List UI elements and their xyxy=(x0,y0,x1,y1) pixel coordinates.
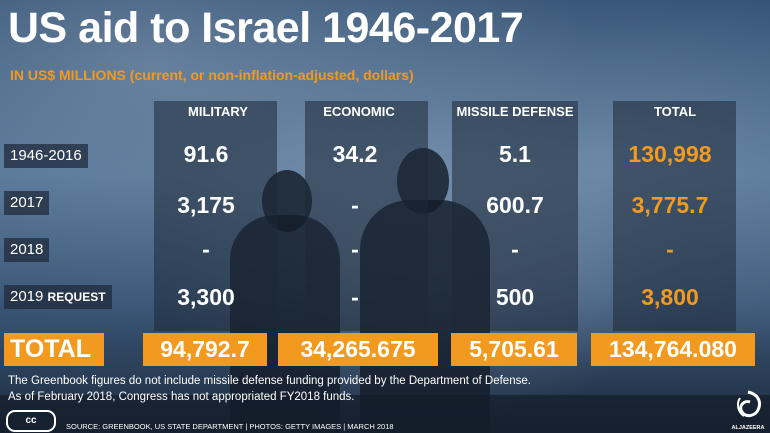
row-label-text: 2018 xyxy=(10,241,44,258)
cell-2018-economic: - xyxy=(351,236,359,262)
cell-1946-2016-economic: 34.2 xyxy=(332,141,378,167)
page-subtitle: IN US$ MILLIONS (current, or non-inflati… xyxy=(10,67,414,83)
total-missile-defense: 5,705.61 xyxy=(451,333,577,366)
creative-commons-icon: cc xyxy=(6,410,56,432)
footnote-line-1: The Greenbook figures do not include mis… xyxy=(8,375,531,387)
row-label-2017: 2017 xyxy=(4,191,50,215)
total-label: TOTAL xyxy=(4,333,104,366)
cell-1946-2016-military: 91.6 xyxy=(183,141,229,167)
column-panel-economic xyxy=(305,101,428,331)
cell-2018-missile-defense: - xyxy=(511,236,519,262)
cell-2017-total: 3,775.7 xyxy=(631,192,709,218)
column-panel-military xyxy=(154,101,277,331)
total-military: 94,792.7 xyxy=(143,333,267,366)
logo-wordmark: ALJAZEERA xyxy=(731,425,764,431)
cell-2019-military: 3,300 xyxy=(177,284,235,310)
row-label-suffix: REQUEST xyxy=(47,290,106,304)
cell-2017-military: 3,175 xyxy=(177,192,235,218)
crowd-silhouette xyxy=(0,395,770,433)
row-label-2019-request: 2019 REQUEST xyxy=(4,285,112,309)
row-label-2018: 2018 xyxy=(4,238,50,262)
cell-2019-missile-defense: 500 xyxy=(495,284,535,310)
column-panel-missile-defense xyxy=(452,101,578,331)
al-jazeera-logo-icon: ALJAZEERA xyxy=(731,390,765,431)
column-header-total: TOTAL xyxy=(653,104,697,119)
cell-2017-missile-defense: 600.7 xyxy=(486,192,544,218)
footnote-line-2: As of February 2018, Congress has not ap… xyxy=(8,391,355,403)
column-header-missile-defense: MISSILE DEFENSE xyxy=(456,104,574,119)
source-credit: SOURCE: GREENBOOK, US STATE DEPARTMENT |… xyxy=(66,422,394,431)
cell-2018-total: - xyxy=(666,236,674,262)
total-economic: 34,265.675 xyxy=(278,333,438,366)
page-title: US aid to Israel 1946-2017 xyxy=(8,4,524,52)
total-total: 134,764.080 xyxy=(591,333,755,366)
cell-1946-2016-total: 130,998 xyxy=(628,141,712,167)
cell-2017-economic: - xyxy=(351,192,359,218)
row-label-text: 2017 xyxy=(10,194,44,211)
row-label-text: 2019 xyxy=(10,288,44,305)
cell-2019-total: 3,800 xyxy=(641,284,699,310)
cell-2019-economic: - xyxy=(351,284,359,310)
row-label-1946-2016: 1946-2016 xyxy=(4,144,88,168)
cell-1946-2016-missile-defense: 5.1 xyxy=(499,141,531,167)
license-text: cc xyxy=(25,415,37,426)
column-panel-total xyxy=(613,101,736,331)
row-label-text: 1946-2016 xyxy=(10,147,82,164)
column-header-military: MILITARY xyxy=(188,104,248,119)
column-header-economic: ECONOMIC xyxy=(323,104,395,119)
cell-2018-military: - xyxy=(202,236,210,262)
